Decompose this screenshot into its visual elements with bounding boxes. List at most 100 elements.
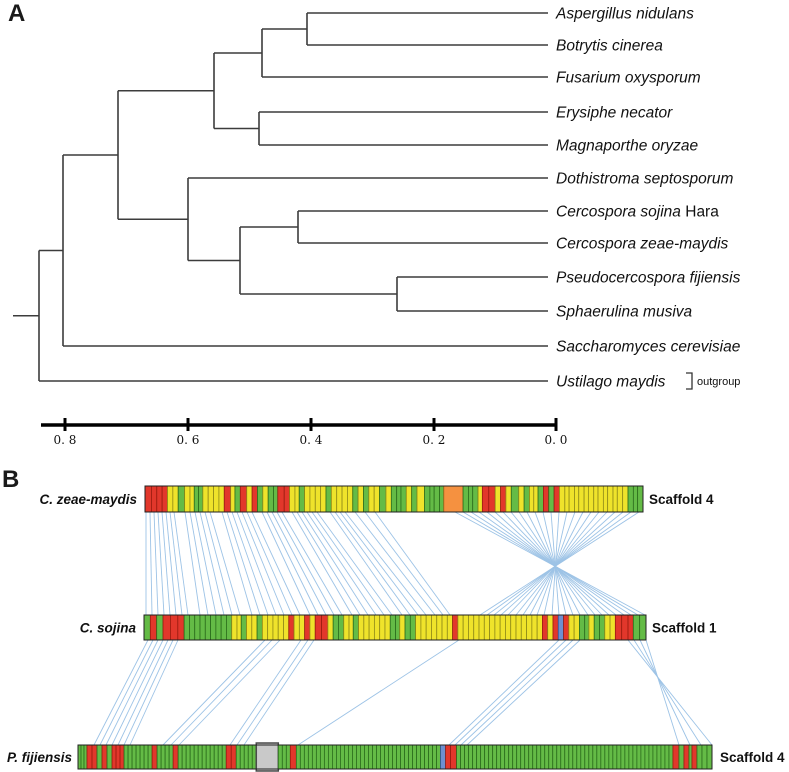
synteny-line xyxy=(550,511,560,616)
scaffold-segment xyxy=(468,485,474,513)
species-label: Aspergillus nidulans xyxy=(555,6,694,23)
scaffold-segment xyxy=(499,614,506,641)
scaffold-segment xyxy=(632,744,638,770)
scaffold-segment xyxy=(161,485,168,513)
scaffold-segment xyxy=(135,744,141,770)
species-label: Fusarium oxysporum xyxy=(556,70,701,87)
scaffold-segment xyxy=(584,744,590,770)
scaffold-segment xyxy=(379,485,387,513)
scaffold-segment xyxy=(415,614,422,641)
synteny-line xyxy=(229,639,302,746)
scaffold-segment xyxy=(616,485,624,513)
scaffold-segment xyxy=(230,485,236,513)
synteny-line xyxy=(99,639,154,746)
scaffold-segment xyxy=(384,744,389,770)
scaffold-segment xyxy=(127,744,133,770)
scaffold-segment xyxy=(285,744,291,770)
scaffold-segment xyxy=(96,744,103,770)
scaffold-segment xyxy=(445,744,451,770)
synteny-line xyxy=(236,639,309,746)
scaffold-segment xyxy=(544,744,550,770)
synteny-line xyxy=(199,511,225,616)
scaffold-segment xyxy=(144,485,152,513)
scaffold-segment xyxy=(593,614,600,641)
scaffold-segment xyxy=(520,744,526,770)
scaffold-segment xyxy=(644,744,650,770)
scaffold-segment xyxy=(330,485,338,513)
scaffold-segment xyxy=(701,744,708,770)
scaffold-segment xyxy=(288,614,295,641)
scaffold-segment xyxy=(215,614,222,641)
scaffold-segment xyxy=(568,744,574,770)
scaffold-segment xyxy=(193,744,199,770)
scaffold-segment xyxy=(424,485,431,513)
species-label: Cercospora sojina Hara xyxy=(556,204,719,221)
scaffold-segment xyxy=(246,614,253,641)
synteny-line xyxy=(173,511,189,616)
panel-b-label: B xyxy=(2,466,20,493)
synteny-line xyxy=(231,511,269,616)
synteny-line xyxy=(241,511,285,616)
scaffold-segment xyxy=(656,744,662,770)
scaffold-segment xyxy=(416,485,425,513)
scaffold-segment xyxy=(640,744,646,770)
scaffold-segment xyxy=(243,744,249,770)
scaffold-segment xyxy=(576,744,582,770)
scaffold-segment xyxy=(213,485,220,513)
scaffold-segment xyxy=(602,485,609,513)
scaffold-segment xyxy=(357,485,364,513)
scaffold-name-label: Scaffold 4 xyxy=(649,492,714,507)
scaffold-segment xyxy=(225,744,232,770)
scaffold-segment xyxy=(664,744,670,770)
scaffold-segment xyxy=(672,744,680,770)
scaffold-segment xyxy=(139,744,145,770)
scaffold-segment xyxy=(204,614,211,641)
synteny-line xyxy=(157,511,165,616)
species-label: Botrytis cinerea xyxy=(556,38,663,55)
scaffold-segment xyxy=(431,614,438,641)
scaffold-segment xyxy=(336,485,343,513)
synteny-line xyxy=(466,639,581,746)
scale-tick-label: 0. 4 xyxy=(300,433,323,447)
scaffold-name-label: Scaffold 1 xyxy=(652,621,717,636)
scaffold-segment xyxy=(637,485,644,513)
scaffold-segment xyxy=(588,614,595,641)
scaffold-segment xyxy=(151,744,158,770)
synteny-line xyxy=(534,511,574,616)
scaffold-segment xyxy=(251,485,258,513)
synteny-line xyxy=(334,511,411,616)
scaffold-segment xyxy=(404,744,409,770)
scaffold-segment xyxy=(86,744,93,770)
scaffold-segment xyxy=(533,485,539,513)
scaffold-segment xyxy=(193,485,199,513)
synteny-line xyxy=(246,511,293,616)
synteny-line xyxy=(170,639,273,746)
species-label: Erysiphe necator xyxy=(556,105,673,122)
scaffold-segment xyxy=(226,614,233,641)
scaffold-segment xyxy=(372,744,377,770)
scaffold-segment xyxy=(599,614,606,641)
scaffold-segment xyxy=(341,485,348,513)
scaffold-segment xyxy=(348,614,354,641)
scaffold-segment xyxy=(123,744,129,770)
scaffold-segment xyxy=(706,744,713,770)
scaffold-segment xyxy=(236,614,242,641)
scaffold-segment xyxy=(688,744,693,770)
scaffold-segment xyxy=(388,744,393,770)
scaffold-segment xyxy=(246,485,253,513)
scaffold-segment xyxy=(411,485,418,513)
scaffold-segment xyxy=(336,744,341,770)
scaffold-segment xyxy=(624,744,630,770)
synteny-line xyxy=(374,511,451,616)
scaffold-segment xyxy=(151,485,158,513)
species-label: Saccharomyces cerevisiae xyxy=(556,339,741,356)
synteny-line xyxy=(184,511,201,616)
scaffold-segment xyxy=(526,614,533,641)
scaffold-segment xyxy=(531,614,538,641)
synteny-line xyxy=(276,511,335,616)
scaffold-segment xyxy=(314,485,322,513)
synteny-line xyxy=(364,511,444,616)
scaffold-segment xyxy=(532,744,538,770)
scaffold-segment xyxy=(172,485,179,513)
scaffold-segment xyxy=(205,744,211,770)
